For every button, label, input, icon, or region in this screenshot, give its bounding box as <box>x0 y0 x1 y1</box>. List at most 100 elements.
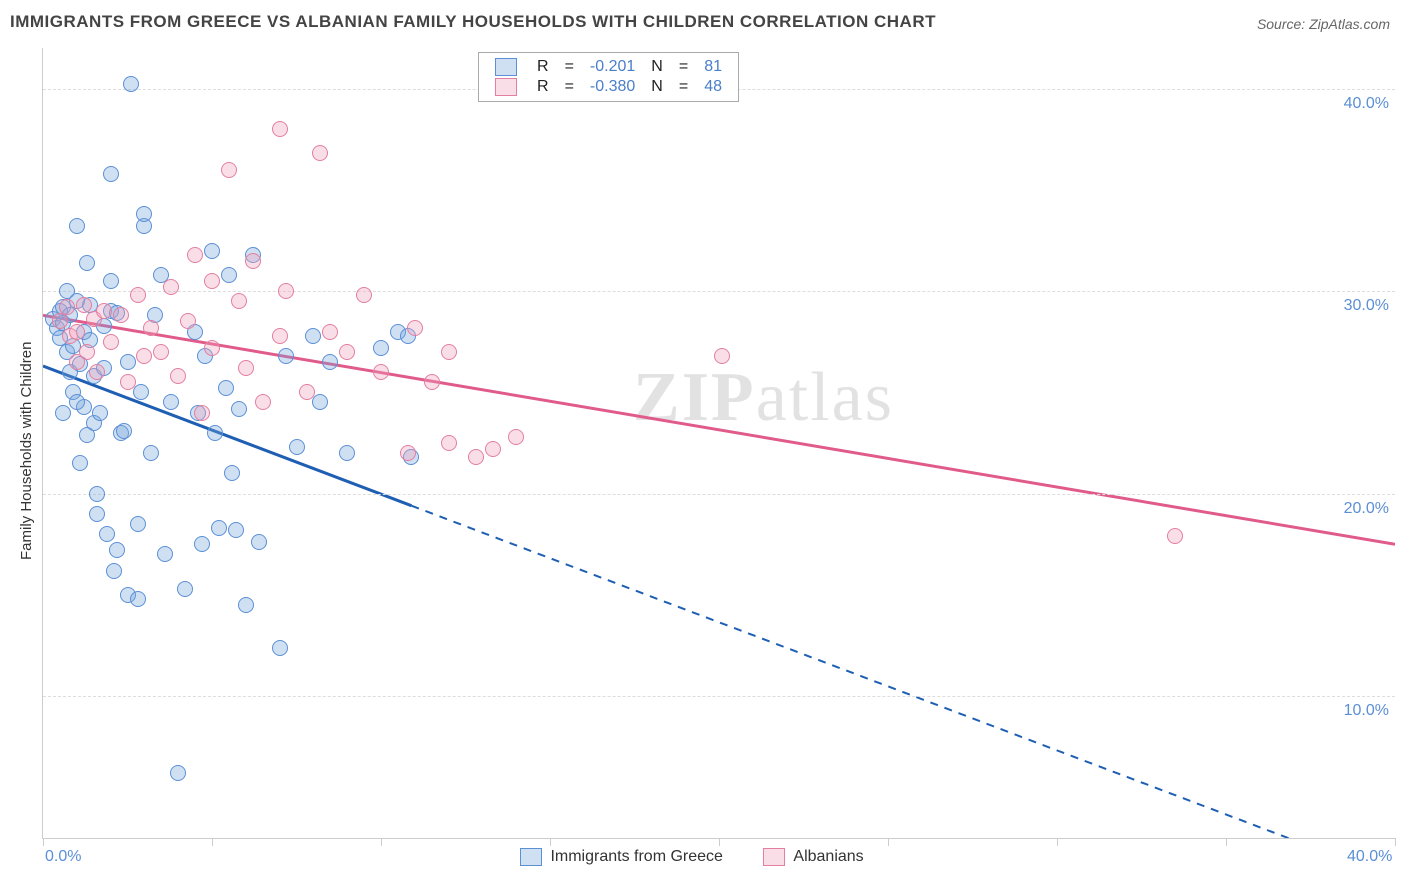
data-point-greece <box>109 542 125 558</box>
data-point-greece <box>157 546 173 562</box>
data-point-greece <box>231 401 247 417</box>
n-label: N <box>643 77 671 97</box>
data-point-greece <box>204 243 220 259</box>
data-point-albanians <box>278 283 294 299</box>
x-tick-label: 0.0% <box>45 848 81 866</box>
data-point-albanians <box>245 253 261 269</box>
x-tick-label: 40.0% <box>1347 848 1392 866</box>
data-point-albanians <box>170 368 186 384</box>
series-legend: Immigrants from Greece Albanians <box>520 848 904 866</box>
data-point-albanians <box>272 121 288 137</box>
y-axis-label: Family Households with Children <box>18 342 35 560</box>
data-point-greece <box>72 455 88 471</box>
data-point-greece <box>228 522 244 538</box>
data-point-albanians <box>299 384 315 400</box>
swatch-albanians <box>763 848 785 866</box>
data-point-greece <box>312 394 328 410</box>
data-point-greece <box>207 425 223 441</box>
x-tick <box>1226 838 1227 846</box>
data-point-albanians <box>407 320 423 336</box>
swatch-albanians <box>495 78 517 96</box>
data-point-greece <box>194 536 210 552</box>
data-point-greece <box>130 516 146 532</box>
legend-item-greece: Immigrants from Greece <box>520 848 723 865</box>
correlation-legend-box: R=-0.201N=81R=-0.380N=48 <box>478 52 739 102</box>
data-point-greece <box>373 340 389 356</box>
swatch-greece <box>520 848 542 866</box>
data-point-albanians <box>339 344 355 360</box>
data-point-albanians <box>441 435 457 451</box>
x-tick <box>550 838 551 846</box>
x-tick <box>212 838 213 846</box>
data-point-albanians <box>356 287 372 303</box>
data-point-greece <box>251 534 267 550</box>
data-point-albanians <box>69 324 85 340</box>
y-tick-label: 20.0% <box>1344 500 1389 518</box>
r-value-greece: -0.201 <box>582 57 643 77</box>
n-label: N <box>643 57 671 77</box>
stat-row-greece: R=-0.201N=81 <box>487 57 730 77</box>
data-point-greece <box>89 486 105 502</box>
data-point-greece <box>106 563 122 579</box>
y-tick-label: 30.0% <box>1344 297 1389 315</box>
data-point-albanians <box>204 273 220 289</box>
eq: = <box>557 77 582 97</box>
data-point-albanians <box>120 374 136 390</box>
data-point-albanians <box>312 145 328 161</box>
data-point-albanians <box>441 344 457 360</box>
eq: = <box>671 77 696 97</box>
data-point-albanians <box>187 247 203 263</box>
data-point-greece <box>130 591 146 607</box>
watermark: ZIPatlas <box>633 358 894 438</box>
data-point-albanians <box>136 348 152 364</box>
data-point-greece <box>99 526 115 542</box>
data-point-albanians <box>130 287 146 303</box>
x-tick <box>43 838 44 846</box>
chart-plot-area: ZIPatlas 10.0%20.0%30.0%40.0%0.0%40.0% <box>42 48 1395 839</box>
data-point-albanians <box>143 320 159 336</box>
data-point-greece <box>133 384 149 400</box>
data-point-greece <box>103 166 119 182</box>
data-point-greece <box>123 76 139 92</box>
r-label: R <box>529 77 557 97</box>
data-point-greece <box>289 439 305 455</box>
gridline <box>43 696 1395 697</box>
data-point-greece <box>116 423 132 439</box>
data-point-greece <box>136 206 152 222</box>
data-point-greece <box>163 394 179 410</box>
data-point-greece <box>224 465 240 481</box>
data-point-albanians <box>153 344 169 360</box>
gridline <box>43 494 1395 495</box>
data-point-albanians <box>79 344 95 360</box>
data-point-greece <box>218 380 234 396</box>
data-point-greece <box>272 640 288 656</box>
legend-label-albanians: Albanians <box>793 848 863 865</box>
x-tick <box>381 838 382 846</box>
data-point-albanians <box>322 324 338 340</box>
data-point-albanians <box>255 394 271 410</box>
data-point-albanians <box>89 364 105 380</box>
gridline <box>43 291 1395 292</box>
data-point-albanians <box>231 293 247 309</box>
data-point-greece <box>322 354 338 370</box>
data-point-albanians <box>424 374 440 390</box>
data-point-greece <box>305 328 321 344</box>
trend-lines <box>43 48 1395 838</box>
data-point-albanians <box>113 307 129 323</box>
legend-label-greece: Immigrants from Greece <box>550 848 722 865</box>
data-point-greece <box>143 445 159 461</box>
swatch-greece <box>495 58 517 76</box>
y-tick-label: 40.0% <box>1344 95 1389 113</box>
data-point-greece <box>339 445 355 461</box>
n-value-albanians: 48 <box>696 77 730 97</box>
watermark-light: atlas <box>756 359 894 436</box>
x-tick <box>1057 838 1058 846</box>
x-tick <box>719 838 720 846</box>
data-point-albanians <box>194 405 210 421</box>
r-label: R <box>529 57 557 77</box>
trend-dashed-greece <box>411 506 1395 838</box>
legend-item-albanians: Albanians <box>763 848 864 865</box>
data-point-greece <box>69 218 85 234</box>
data-point-greece <box>170 765 186 781</box>
data-point-albanians <box>272 328 288 344</box>
